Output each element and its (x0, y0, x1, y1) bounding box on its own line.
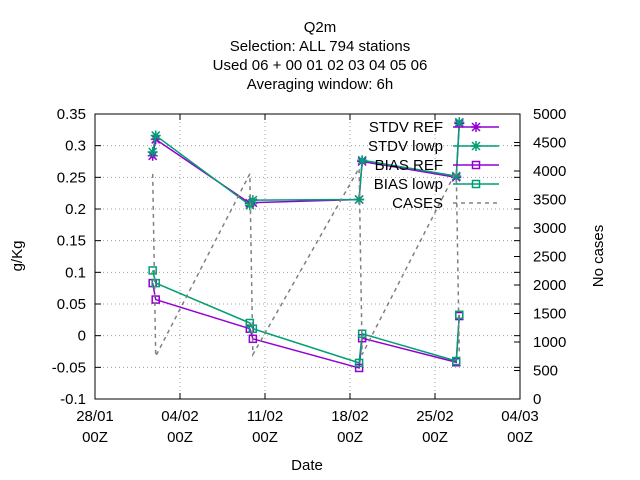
series-line-stdv-ref (151, 123, 461, 205)
data-point-bias-ref (248, 334, 258, 344)
series-line-bias-lowp (151, 270, 461, 364)
data-point-stdv-lowp (451, 171, 462, 182)
legend-label-stdv-lowp: STDV lowp (368, 138, 443, 155)
legend-item-stdv-ref: STDV REF (369, 119, 499, 136)
y-tick-label: 0.05 (57, 296, 86, 313)
x-tick-label-hour: 00Z (252, 429, 278, 446)
series-line-bias-ref (151, 282, 461, 369)
y-tick-label: 0.3 (65, 138, 86, 155)
legend-label-stdv-ref: STDV REF (369, 119, 443, 136)
y-axis-left: -0.1 -0.05 0 0.05 0.1 0.15 0.2 0.25 0.3 0.35 (52, 106, 520, 408)
title-line-1: Q2m (304, 19, 337, 36)
y-tick-label: 0 (78, 328, 86, 345)
legend-marker-stdv-ref (471, 122, 481, 132)
series-line-stdv-lowp (151, 122, 461, 207)
x-tick-label-hour: 00Z (82, 429, 108, 446)
series-line-cases (151, 165, 461, 358)
legend-label-cases: CASES (392, 195, 443, 212)
data-point-bias-ref (354, 363, 364, 373)
legend-marker-bias-ref (471, 160, 481, 170)
y-tick-label: 0.1 (65, 264, 86, 281)
legend-marker-bias-lowp (471, 179, 481, 189)
legend-label-bias-lowp: BIAS lowp (374, 176, 443, 193)
data-point-bias-lowp (354, 358, 364, 368)
x-tick-label-date: 11/02 (247, 408, 283, 425)
y2-tick-label: 5000 (533, 106, 566, 123)
x-axis: 28/01 00Z 04/02 00Z 11/02 00Z 18/02 00Z 25/02 00Z… (76, 114, 539, 446)
y2-tick-label: 3000 (533, 220, 566, 237)
x-tick-label-hour: 00Z (422, 429, 448, 446)
data-point-bias-ref (151, 295, 160, 304)
y2-tick-label: 1500 (533, 306, 566, 323)
data-point-stdv-lowp (357, 155, 368, 166)
y-tick-label: 0.15 (57, 233, 86, 250)
legend-marker-stdv-lowp (471, 141, 481, 151)
legend-item-bias-ref: BIAS REF (375, 157, 499, 174)
title-line-4: Averaging window: 6h (247, 76, 393, 93)
y2-tick-label: 1000 (533, 334, 566, 351)
x-tick-label-date: 04/02 (161, 408, 199, 425)
data-point-stdv-lowp (354, 194, 365, 205)
y2-tick-label: 2500 (533, 249, 566, 266)
y-tick-label: -0.1 (60, 391, 86, 408)
y2-tick-label: 4000 (533, 163, 566, 180)
x-tick-label-hour: 00Z (167, 429, 193, 446)
data-point-bias-lowp (148, 266, 157, 275)
y-tick-label: -0.05 (52, 359, 86, 376)
x-axis-label: Date (291, 457, 323, 474)
data-point-bias-lowp (452, 356, 461, 366)
legend-item-bias-lowp: BIAS lowp (374, 176, 499, 193)
grid (95, 114, 520, 399)
series-bias-lowp (148, 266, 464, 368)
series-cases (151, 165, 461, 358)
legend: STDV REF STDV lowp BIAS REF BIAS lowp CASES (368, 119, 499, 212)
title-line-3: Used 06 + 00 01 02 03 04 05 06 (213, 57, 428, 74)
y-tick-label: 0.2 (65, 201, 86, 218)
series-bias-ref (148, 278, 464, 373)
y-tick-label: 0.35 (57, 106, 86, 123)
y-axis-right: 0 500 1000 1500 2000 2500 3000 3500 4000 4500 5000 (514, 106, 566, 408)
data-point-stdv-lowp (454, 117, 465, 128)
chart-title: Q2m Selection: ALL 794 stations Used 06 … (213, 19, 428, 93)
title-line-2: Selection: ALL 794 stations (230, 38, 410, 55)
x-tick-label-hour: 00Z (507, 429, 533, 446)
x-tick-label-hour: 00Z (337, 429, 363, 446)
x-tick-label-date: 04/03 (501, 408, 539, 425)
series-layer (147, 117, 465, 373)
legend-item-stdv-lowp: STDV lowp (368, 138, 499, 155)
y2-tick-label: 4500 (533, 135, 566, 152)
y2-tick-label: 3500 (533, 192, 566, 209)
x-tick-label-date: 28/01 (76, 408, 114, 425)
legend-item-cases: CASES (392, 195, 499, 212)
data-point-stdv-lowp (147, 147, 158, 157)
y2-tick-label: 500 (533, 363, 558, 380)
data-point-bias-lowp (151, 278, 160, 288)
data-point-stdv-lowp (247, 195, 258, 206)
y2-tick-label: 0 (533, 391, 541, 408)
y-tick-label: 0.25 (57, 169, 86, 186)
y2-tick-label: 2000 (533, 277, 566, 294)
y2-axis-label: No cases (590, 225, 607, 288)
x-tick-label-date: 25/02 (416, 408, 454, 425)
y-axis-label: g/Kg (9, 241, 26, 272)
legend-label-bias-ref: BIAS REF (375, 157, 443, 174)
x-tick-label-date: 18/02 (331, 408, 369, 425)
data-point-stdv-lowp (150, 130, 161, 141)
